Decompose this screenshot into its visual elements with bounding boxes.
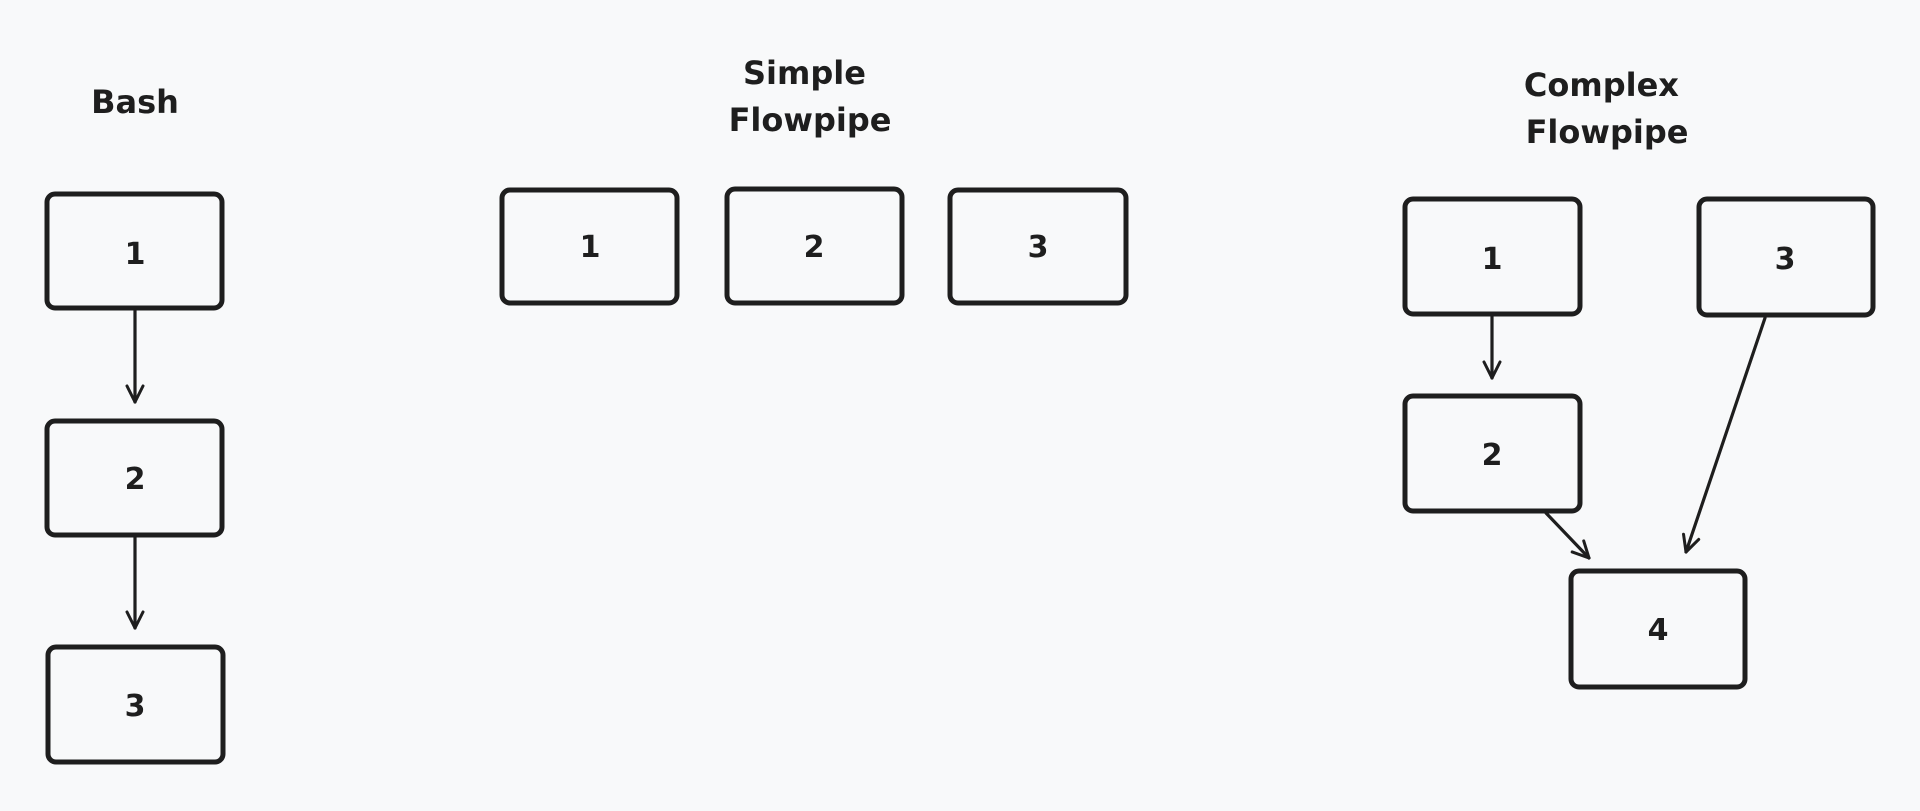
- complex-box-1-label: 1: [1482, 242, 1503, 277]
- complex-flowpipe-section: Complex Flowpipe 1 3 2 4: [1402, 66, 1876, 690]
- complex-box-3[interactable]: 3: [1696, 196, 1876, 318]
- complex-box-1[interactable]: 1: [1402, 196, 1583, 317]
- complex-box-2[interactable]: 2: [1402, 393, 1583, 514]
- bash-section: Bash 1 2 3: [44, 83, 226, 765]
- complex-arrow-3-to-4: [1682, 316, 1767, 554]
- bash-title: Bash: [91, 83, 179, 121]
- simple-box-1[interactable]: 1: [499, 187, 680, 306]
- complex-flowpipe-title: Complex Flowpipe: [1524, 66, 1690, 151]
- simple-flowpipe-section: Simple Flowpipe 1 2 3: [499, 54, 1129, 306]
- bash-box-2-label: 2: [125, 462, 146, 497]
- bash-box-3-label: 3: [125, 689, 146, 724]
- complex-box-2-label: 2: [1482, 438, 1503, 473]
- simple-box-1-label: 1: [580, 230, 601, 265]
- complex-box-4-label: 4: [1648, 613, 1669, 648]
- simple-box-3-label: 3: [1028, 230, 1049, 265]
- complex-arrow-2-to-4: [1544, 511, 1591, 560]
- complex-box-4[interactable]: 4: [1568, 568, 1748, 690]
- simple-box-3[interactable]: 3: [947, 187, 1129, 306]
- bash-box-2[interactable]: 2: [44, 418, 225, 538]
- bash-box-1[interactable]: 1: [44, 191, 225, 311]
- bash-box-3[interactable]: 3: [45, 644, 226, 765]
- simple-box-2[interactable]: 2: [724, 186, 905, 306]
- simple-flowpipe-title: Simple Flowpipe: [729, 54, 892, 139]
- bash-box-1-label: 1: [125, 237, 146, 272]
- complex-box-3-label: 3: [1775, 242, 1796, 277]
- simple-box-2-label: 2: [804, 230, 825, 265]
